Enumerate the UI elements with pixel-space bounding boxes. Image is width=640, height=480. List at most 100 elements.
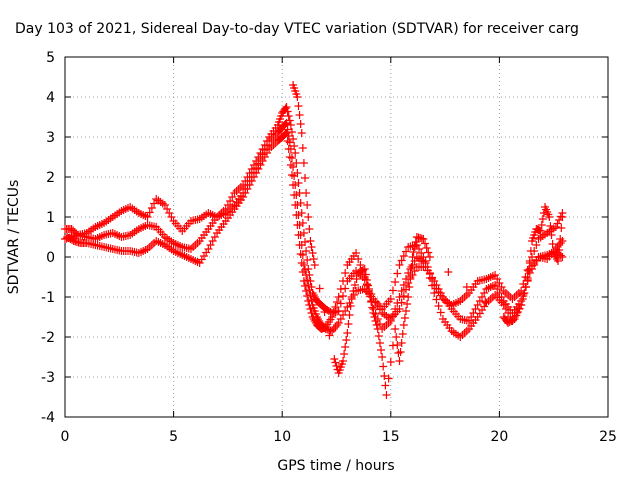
data-point: [388, 311, 397, 319]
series-track-d-outliers: [289, 81, 567, 399]
data-point: [305, 225, 314, 233]
data-point: [293, 221, 302, 229]
data-marks: [61, 81, 567, 399]
data-point: [143, 213, 152, 221]
y-tick-label: -4: [41, 410, 55, 426]
data-point: [382, 321, 391, 329]
data-point: [386, 317, 395, 325]
data-point: [305, 301, 314, 309]
data-point: [307, 309, 316, 317]
data-point: [504, 291, 513, 299]
data-point: [399, 292, 408, 300]
data-point: [363, 281, 372, 290]
data-point: [302, 189, 311, 197]
data-point: [331, 358, 340, 367]
data-point: [380, 372, 389, 380]
data-point: [501, 305, 510, 313]
data-point: [391, 278, 400, 286]
data-point: [189, 243, 198, 251]
data-point: [285, 153, 294, 161]
y-tick-label: -3: [41, 370, 55, 386]
data-point: [245, 181, 254, 189]
data-point: [384, 374, 393, 383]
data-point: [254, 165, 263, 173]
y-axis-label: SDTVAR / TECUs: [6, 180, 22, 295]
data-point: [397, 256, 406, 265]
data-point: [303, 201, 312, 209]
data-point: [395, 293, 404, 301]
data-point: [186, 245, 195, 253]
data-point: [334, 293, 343, 301]
data-point: [545, 213, 554, 221]
data-point: [282, 119, 291, 127]
data-point: [384, 319, 393, 327]
data-point: [475, 309, 484, 318]
data-point: [200, 252, 209, 260]
data-point: [371, 317, 380, 325]
x-tick-label: 0: [61, 429, 70, 445]
data-point: [388, 286, 397, 295]
data-point: [522, 283, 531, 291]
data-point: [320, 308, 329, 316]
data-point: [405, 283, 414, 291]
data-point: [421, 259, 430, 267]
data-point: [139, 223, 148, 231]
x-tick-label: 20: [490, 429, 508, 445]
data-point: [475, 297, 484, 305]
data-point: [382, 391, 391, 399]
y-tick-label: -1: [41, 290, 55, 306]
data-point: [407, 263, 416, 271]
data-point: [428, 281, 437, 290]
data-point: [421, 239, 430, 248]
data-point: [517, 301, 526, 309]
data-point: [306, 305, 315, 313]
data-point: [228, 193, 237, 201]
data-point: [283, 107, 292, 116]
data-point: [434, 302, 443, 310]
data-point: [307, 243, 316, 251]
data-point: [281, 130, 290, 138]
data-point: [408, 271, 417, 279]
data-point: [265, 145, 274, 153]
data-point: [289, 181, 298, 189]
data-point: [512, 311, 521, 320]
data-point: [286, 161, 295, 169]
data-point: [374, 332, 383, 340]
data-point: [147, 204, 156, 212]
data-point: [339, 357, 348, 365]
data-point: [520, 289, 529, 297]
data-point: [292, 211, 301, 219]
data-point: [367, 298, 376, 306]
data-point: [473, 301, 482, 309]
data-point: [243, 185, 252, 193]
data-point: [386, 358, 395, 366]
data-point: [301, 282, 310, 290]
data-point: [350, 281, 359, 289]
data-point: [282, 103, 291, 111]
data-point: [402, 247, 411, 256]
data-point: [460, 293, 469, 301]
y-tick-label: 1: [46, 210, 55, 226]
data-point: [547, 231, 556, 239]
data-point: [352, 275, 361, 283]
data-point: [394, 349, 403, 357]
data-point: [478, 306, 487, 314]
data-point: [555, 246, 564, 254]
data-point: [306, 237, 315, 245]
data-point: [156, 239, 165, 247]
data-point: [304, 297, 313, 305]
data-point: [330, 355, 339, 363]
data-point: [333, 298, 342, 306]
data-point: [232, 187, 241, 195]
data-point: [341, 343, 350, 351]
data-point: [150, 199, 159, 208]
data-point: [359, 266, 368, 274]
data-point: [296, 120, 305, 128]
data-point: [299, 159, 308, 167]
data-point: [391, 325, 400, 333]
data-point: [191, 241, 200, 249]
data-point: [236, 183, 245, 191]
data-point: [425, 253, 434, 261]
axis-ticks: 0 5 10 15 20 25 -4 -3 -2 -1 0 1 2 3 4 5: [41, 50, 617, 445]
data-point: [396, 348, 405, 356]
